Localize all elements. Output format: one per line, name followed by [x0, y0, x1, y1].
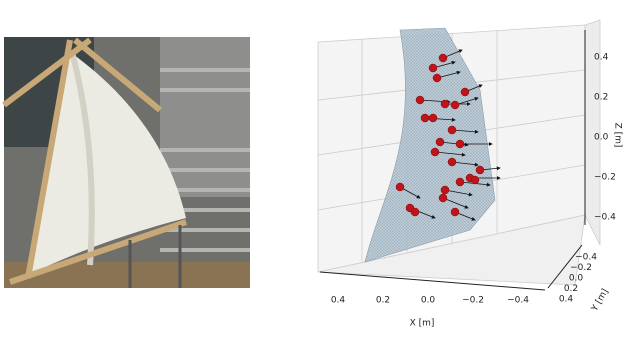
- x-tick-label: −0.4: [507, 296, 529, 306]
- z-tick-label: 0.4: [594, 53, 609, 63]
- x-tick-label: 0.0: [421, 296, 436, 306]
- y-axis-line: [547, 244, 583, 289]
- x-axis-line: [319, 271, 546, 291]
- x-tick-label: −0.2: [462, 296, 484, 306]
- z-tick-label: −0.4: [594, 213, 616, 223]
- photo: [2, 37, 250, 288]
- z-tick-label: −0.2: [594, 173, 616, 183]
- y-tick-label: −0.2: [570, 263, 592, 273]
- y-axis-label: Y [m]: [590, 287, 611, 314]
- z-tick-label: 0.2: [594, 93, 608, 103]
- y-tick-label: −0.4: [575, 253, 597, 263]
- x-tick-label: 0.4: [331, 296, 346, 306]
- z-tick-label: 0.0: [594, 133, 609, 143]
- y-tick-label: 0.2: [564, 284, 578, 294]
- y-tick-label: 0.4: [559, 295, 574, 305]
- z-axis-label: Z [m]: [613, 123, 623, 148]
- points: [395, 53, 485, 217]
- y-tick-label: 0.0: [569, 274, 584, 284]
- x-axis-label: X [m]: [410, 319, 435, 329]
- surface: [364, 27, 496, 263]
- x-tick-label: 0.2: [376, 296, 390, 306]
